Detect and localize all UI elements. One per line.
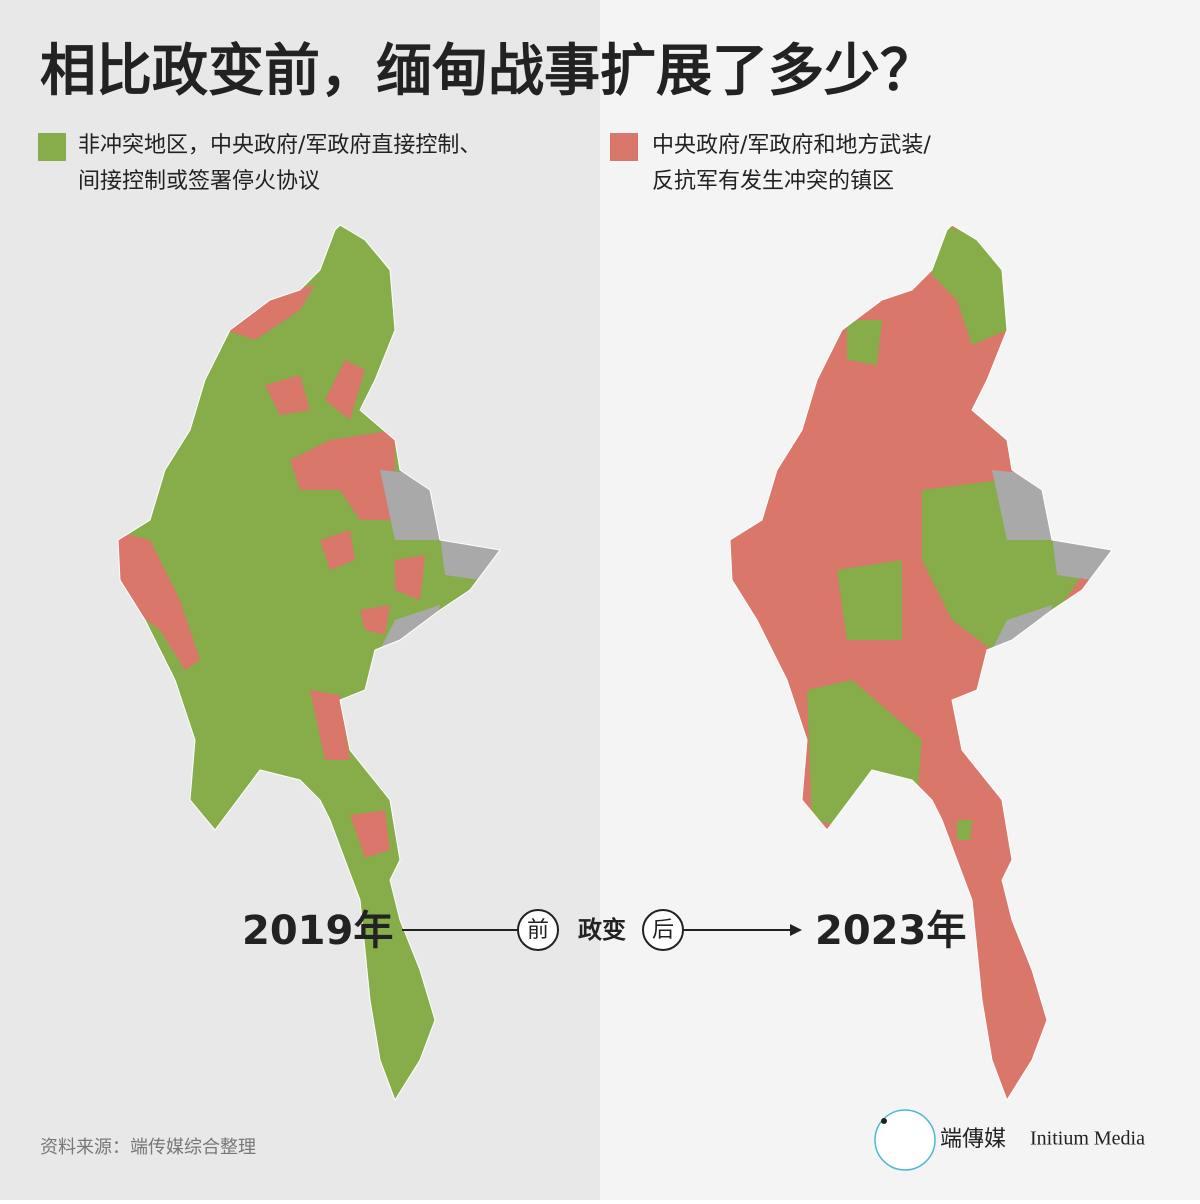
title: 相比政变前，缅甸战事扩展了多少？ [40,39,936,104]
logo-en: Initium Media [1030,1128,1145,1150]
badge-label: 后 [652,918,674,943]
badge [517,909,559,951]
logo-dot [881,1118,887,1124]
logo-cn: 端傳媒 [940,1127,1006,1152]
badge [642,909,684,951]
legend-swatch [610,133,638,161]
legend-label: 间接控制或签署停火协议 [78,169,320,194]
badge-label: 前 [527,918,549,943]
year-after: 2023年 [815,908,966,954]
legend-swatch [38,133,66,161]
logo-mark [874,1109,936,1171]
source: 资料来源：端传媒综合整理 [40,1137,256,1158]
arrowhead [790,924,802,936]
year-before: 2019年 [242,908,393,954]
legend-label: 反抗军有发生冲突的镇区 [652,169,894,194]
event-label: 政变 [578,916,626,944]
legend-label: 中央政府/军政府和地方武装/ [652,133,931,158]
legend-label: 非冲突地区，中央政府/军政府直接控制、 [78,133,481,158]
map-2019 [117,224,501,1101]
